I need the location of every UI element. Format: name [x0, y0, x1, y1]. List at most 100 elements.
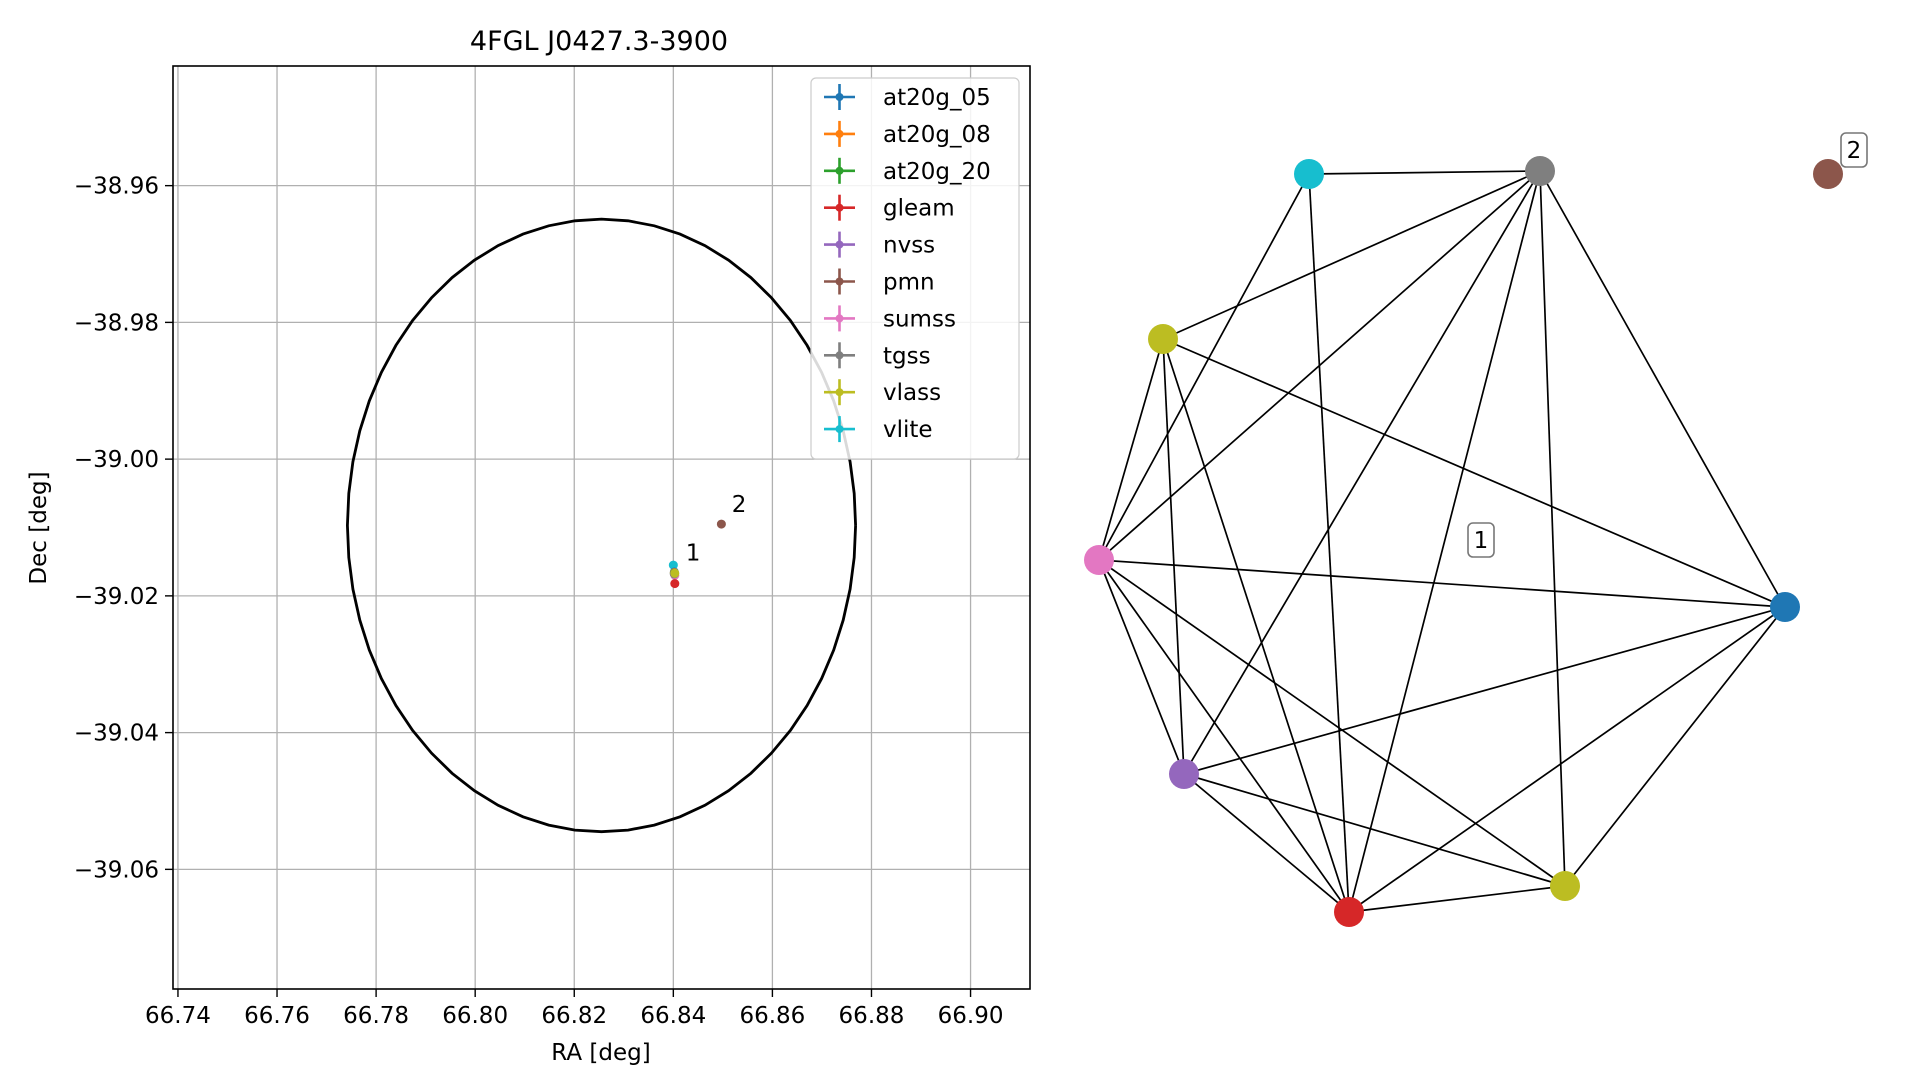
legend-label: gleam	[883, 196, 955, 222]
data-point-vlass	[670, 568, 680, 578]
network-edge	[1348, 885, 1566, 913]
legend-label: pmn	[883, 270, 935, 296]
data-point-vlite	[668, 560, 678, 570]
data-point-gleam	[670, 579, 680, 589]
network-edge	[1098, 170, 1541, 561]
legend-marker-dot	[835, 93, 844, 101]
network-node-vlass_b	[1550, 871, 1580, 901]
network-edge	[1098, 559, 1786, 608]
legend-marker-dot	[835, 277, 844, 286]
network-edge	[1539, 170, 1566, 887]
network-node-at20g	[1770, 592, 1800, 622]
legend-label: vlite	[883, 417, 933, 443]
legend-marker-dot	[835, 129, 844, 138]
y-tick-label: −39.02	[74, 584, 159, 610]
network-edge	[1348, 606, 1786, 913]
y-tick-label: −39.06	[74, 857, 159, 883]
y-tick-label: −38.96	[74, 174, 159, 200]
legend-marker-dot	[835, 351, 844, 360]
x-tick-label: 66.80	[442, 1003, 508, 1029]
x-tick-label: 66.76	[244, 1003, 310, 1029]
network-label-text: 1	[1474, 528, 1489, 554]
legend-entry-sumss: sumss	[824, 305, 956, 332]
network-edge	[1098, 559, 1185, 775]
legend-entry-vlass: vlass	[824, 379, 941, 406]
legend-marker-dot	[835, 166, 844, 175]
network-edges	[1098, 170, 1786, 913]
network-edge	[1539, 170, 1786, 608]
legend-entry-pmn: pmn	[824, 268, 935, 296]
network-label-box	[1840, 132, 1868, 168]
error-ellipse	[345, 217, 857, 834]
x-tick-label: 66.82	[541, 1003, 607, 1029]
x-tick-label: 66.90	[938, 1003, 1004, 1029]
network-edge	[1162, 338, 1786, 608]
network-edge	[1308, 173, 1350, 913]
network-label-text: 2	[1847, 138, 1862, 164]
legend-marker-dot	[835, 388, 844, 397]
x-tick-label: 66.84	[640, 1003, 706, 1029]
x-tick-label: 66.74	[145, 1003, 211, 1029]
network-node-vlite	[1294, 159, 1324, 189]
network-edge	[1162, 338, 1350, 913]
y-tick-label: −39.00	[74, 447, 159, 473]
legend-label: vlass	[883, 380, 941, 406]
legend-marker-dot	[835, 240, 844, 249]
x-tick-label: 66.86	[739, 1003, 805, 1029]
legend-box	[810, 77, 1020, 460]
y-axis-label: Dec [deg]	[26, 471, 52, 584]
legend-entry-at20g_05: at20g_05	[824, 84, 991, 111]
network-labels: 12	[1467, 132, 1868, 558]
point-annotation: 2	[732, 492, 747, 518]
x-tick-label: 66.88	[839, 1003, 905, 1029]
annotations-layer: 12	[686, 492, 747, 567]
network-edge	[1183, 773, 1566, 887]
error-ellipse-layer	[345, 217, 857, 834]
plot-frame	[172, 65, 1031, 990]
network-edge	[1308, 170, 1541, 175]
x-axis-ticks: 66.74 66.76 66.78 66.80 66.82 66.84 66.86 66.88…	[145, 989, 1003, 1029]
network-node-pmn	[1813, 159, 1843, 189]
legend-entry-gleam: gleam	[824, 194, 955, 222]
legend-entry-vlite: vlite	[824, 416, 933, 443]
legend-label: tgss	[883, 343, 931, 369]
point-annotation: 1	[686, 540, 701, 566]
legend-label: at20g_20	[883, 159, 991, 185]
chart-title: 4FGL J0427.3-3900	[470, 26, 728, 57]
y-tick-label: −38.98	[74, 310, 159, 336]
network-edge	[1183, 170, 1541, 775]
network-node-gleam	[1334, 897, 1364, 927]
legend-entry-at20g_20: at20g_20	[824, 157, 991, 185]
network-label-1: 1	[1467, 522, 1495, 558]
network-nodes	[1084, 156, 1843, 927]
legend-label: at20g_05	[883, 85, 991, 111]
data-points-layer	[668, 519, 726, 589]
legend-marker-dot	[835, 314, 844, 323]
network-panel: 12	[1084, 132, 1868, 927]
legend-marker-dot	[835, 203, 844, 212]
legend-label: sumss	[883, 306, 956, 332]
x-tick-label: 66.78	[343, 1003, 409, 1029]
legend-marker-dot	[835, 425, 844, 434]
network-edge	[1162, 338, 1185, 775]
x-axis-label: RA [deg]	[551, 1040, 650, 1066]
network-edge	[1564, 606, 1786, 887]
network-label-2: 2	[1840, 132, 1868, 168]
network-edge	[1098, 559, 1350, 913]
network-node-vlass_a	[1148, 324, 1178, 354]
legend-label: nvss	[883, 233, 935, 259]
legend-entry-nvss: nvss	[824, 231, 935, 259]
data-point-pmn	[716, 519, 726, 529]
legend-entry-at20g_08: at20g_08	[824, 120, 991, 148]
network-node-nvss	[1169, 759, 1199, 789]
network-edge	[1098, 559, 1566, 887]
network-edge	[1183, 606, 1786, 775]
network-edge	[1348, 170, 1541, 913]
network-label-box	[1467, 522, 1495, 558]
scatter-panel: 4FGL J0427.3-3900 12 66.74 66.76 66.78 66.8…	[26, 26, 1031, 1066]
y-axis-ticks: −38.96 −38.98 −39.00 −39.02 −39.04 −39.06	[74, 174, 173, 883]
network-edge	[1162, 170, 1541, 340]
